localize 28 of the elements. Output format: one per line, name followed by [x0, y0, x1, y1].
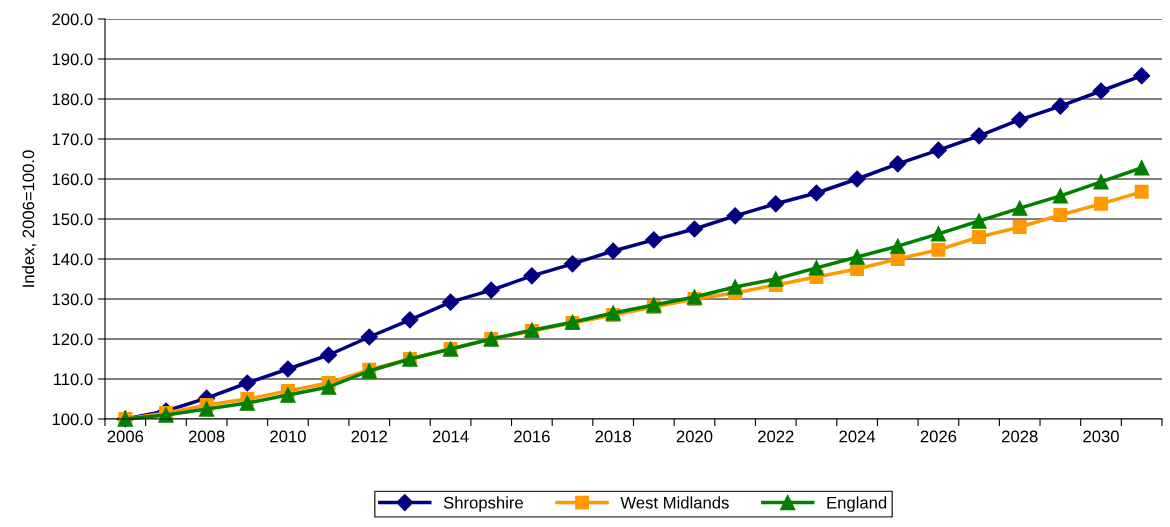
x-tick-label: 2024: [839, 430, 876, 443]
x-tick-label: 2006: [107, 430, 144, 443]
legend-label: West Midlands: [620, 496, 729, 509]
y-tick-label: 170.0: [52, 133, 93, 146]
legend-label: England: [827, 496, 887, 512]
legend-label: Shropshire: [443, 496, 523, 512]
y-tick-label: 140.0: [52, 253, 93, 266]
y-tick-label: 190.0: [52, 53, 93, 66]
x-tick-label: 2008: [188, 430, 225, 443]
y-tick-label: 180.0: [52, 93, 93, 106]
y-tick-label: 200.0: [52, 13, 93, 26]
x-tick-label: 2016: [514, 430, 550, 443]
x-tick-label: 2022: [758, 430, 794, 443]
x-tick-label: 2012: [351, 430, 387, 443]
x-tick-label: 2014: [432, 430, 469, 443]
x-tick-label: 2026: [920, 430, 957, 443]
x-tick-label: 2020: [676, 430, 713, 443]
x-tick-label: 2010: [270, 430, 306, 443]
y-tick-label: 120.0: [52, 333, 93, 346]
x-tick-label: 2018: [595, 430, 631, 443]
y-tick-label: 160.0: [52, 173, 93, 186]
y-axis-title: Index, 2006=100.0: [22, 150, 37, 287]
y-tick-label: 130.0: [52, 293, 93, 306]
x-tick-label: 2028: [1002, 430, 1038, 443]
x-tick-label: 2030: [1083, 430, 1119, 443]
y-tick-label: 100.0: [52, 413, 93, 426]
y-tick-label: 110.0: [53, 373, 93, 386]
y-tick-label: 150.0: [52, 213, 93, 226]
